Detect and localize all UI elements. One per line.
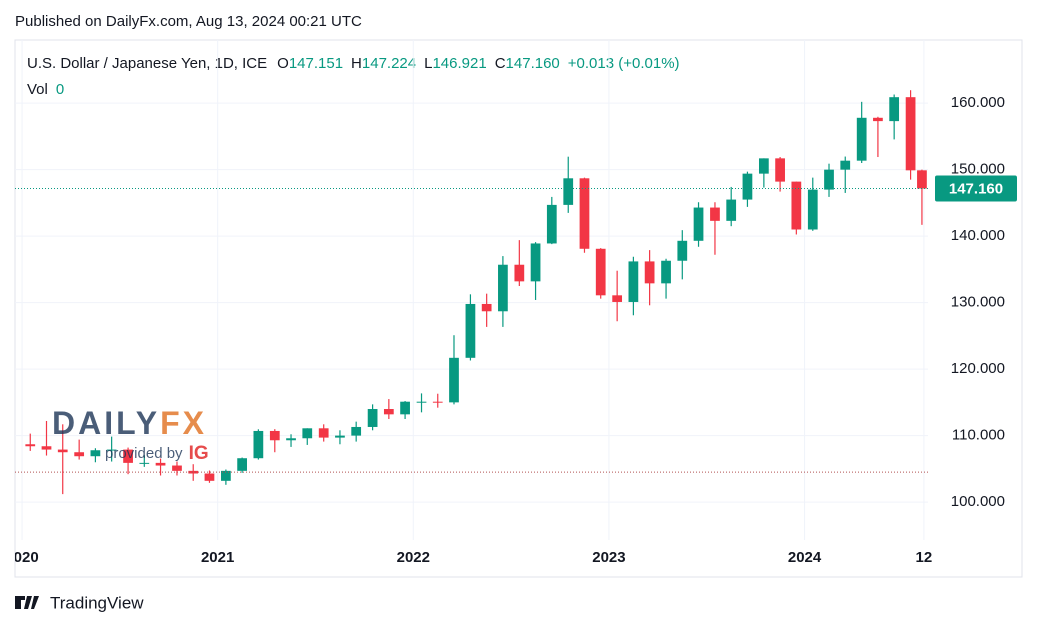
y-tick-label: 160.000 xyxy=(951,94,1005,111)
x-tick-label: 2021 xyxy=(201,549,234,566)
candle-body xyxy=(546,204,557,244)
candle-body xyxy=(335,435,345,438)
published-note: Published on DailyFx.com, Aug 13, 2024 0… xyxy=(15,13,362,30)
y-tick-label: 140.000 xyxy=(951,227,1005,244)
candle-body xyxy=(155,462,166,466)
candle-body xyxy=(775,158,785,182)
watermark-sub: provided by IG xyxy=(105,443,209,464)
candle-body xyxy=(742,173,753,200)
volume-label: Vol xyxy=(27,81,48,98)
volume-header: Vol 0 xyxy=(27,81,64,98)
candle-body xyxy=(917,170,927,189)
candle-body xyxy=(693,207,704,241)
high-label: H xyxy=(351,55,362,72)
close-value: 147.160 xyxy=(506,55,560,72)
candle-body xyxy=(481,303,492,312)
candle-body xyxy=(449,357,459,403)
watermark-provided: provided by xyxy=(105,445,183,462)
candle-body xyxy=(123,449,133,463)
candle-body xyxy=(644,261,655,284)
candle-body xyxy=(74,452,85,457)
candle-body xyxy=(318,428,329,438)
plot xyxy=(15,40,928,540)
candle-body xyxy=(563,178,574,205)
candle-body xyxy=(498,264,508,312)
high-value: 147.224 xyxy=(362,55,416,72)
candle-body xyxy=(221,470,231,481)
candle-body xyxy=(514,264,525,282)
candle-body xyxy=(432,401,443,403)
candle-body xyxy=(269,430,280,441)
symbol: U.S. Dollar / Japanese Yen, 1D, ICE xyxy=(27,55,267,72)
candle-body xyxy=(106,449,117,451)
footer: TradingView xyxy=(50,593,144,612)
low-value: 146.921 xyxy=(432,55,486,72)
candle-body xyxy=(286,438,296,441)
candle-body xyxy=(726,199,737,221)
x-tick-label: 2024 xyxy=(788,549,822,566)
candle-body xyxy=(90,450,101,457)
y-tick-label: 150.000 xyxy=(951,161,1005,178)
candle-body xyxy=(465,303,476,358)
candle-body xyxy=(612,295,623,302)
candle-body xyxy=(139,462,150,464)
candle-body xyxy=(905,97,916,171)
candle-body xyxy=(188,470,199,474)
candle-body xyxy=(710,207,720,221)
chart-frame xyxy=(14,39,1023,578)
candle-body xyxy=(253,430,264,459)
candle-body xyxy=(237,458,247,471)
watermark-brand: DAILY xyxy=(52,405,160,441)
x-tick-label: 12 xyxy=(916,549,933,566)
change-value: +0.013 (+0.01%) xyxy=(568,55,680,72)
candle-body xyxy=(351,426,362,436)
candle-body xyxy=(367,409,378,427)
symbol-header: U.S. Dollar / Japanese Yen, 1D, ICE O147.… xyxy=(27,55,680,72)
candle-body xyxy=(302,428,313,439)
x-tick-label: 2023 xyxy=(592,549,625,566)
last-price-label: 147.160 xyxy=(949,181,1003,198)
y-tick-label: 120.000 xyxy=(951,360,1005,377)
x-tick-label: 2022 xyxy=(397,549,430,566)
candle-body xyxy=(628,261,639,302)
candle-body xyxy=(25,444,36,447)
close-label: C xyxy=(495,55,506,72)
last-price-box xyxy=(935,175,1017,202)
candle-body xyxy=(204,473,215,481)
candle-body xyxy=(595,248,606,296)
candle-body xyxy=(758,158,769,174)
candle-body xyxy=(383,409,394,415)
candle-body xyxy=(661,260,671,284)
candle-body xyxy=(400,401,410,415)
candle-body xyxy=(41,446,52,450)
volume-value: 0 xyxy=(56,81,64,98)
y-tick-label: 110.000 xyxy=(952,427,1005,444)
candle-body xyxy=(530,243,541,282)
open-value: 147.151 xyxy=(289,55,343,72)
x-tick-label: 2020 xyxy=(5,549,38,566)
candle-body xyxy=(873,117,883,122)
open-label: O xyxy=(277,55,289,72)
candle-body xyxy=(889,97,900,122)
y-tick-label: 100.000 xyxy=(951,493,1005,510)
candle-body xyxy=(579,178,590,249)
candle-body xyxy=(57,449,68,453)
candle-body xyxy=(807,189,818,230)
y-tick-label: 130.000 xyxy=(951,294,1005,311)
watermark-ig: IG xyxy=(189,443,209,464)
watermark: DAILYFX xyxy=(52,405,207,441)
candle-body xyxy=(856,117,867,161)
candle-body xyxy=(824,169,834,190)
candle-body xyxy=(677,240,688,261)
low-label: L xyxy=(424,55,432,72)
candle-body xyxy=(840,160,851,170)
candle-body xyxy=(172,465,182,471)
candle-body xyxy=(416,401,427,403)
candle-body xyxy=(791,181,802,230)
tradingview-logo xyxy=(15,596,39,609)
watermark-brand-fx: FX xyxy=(160,405,207,441)
